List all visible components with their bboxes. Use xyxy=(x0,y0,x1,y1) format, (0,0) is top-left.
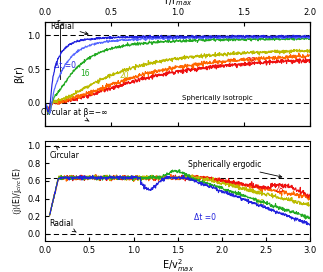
Text: Radial: Radial xyxy=(50,21,88,35)
Text: Spherically ergodic: Spherically ergodic xyxy=(188,160,282,178)
Text: 20: 20 xyxy=(255,199,265,208)
Text: Δt =0: Δt =0 xyxy=(54,61,76,70)
Text: Circular at β=−∞: Circular at β=−∞ xyxy=(41,108,108,121)
Text: Spherically isotropic: Spherically isotropic xyxy=(182,95,252,101)
Y-axis label: β(r): β(r) xyxy=(15,65,25,83)
X-axis label: r/r$_{max}$: r/r$_{max}$ xyxy=(163,0,192,8)
X-axis label: E/v$^2_{max}$: E/v$^2_{max}$ xyxy=(162,257,194,272)
Text: Δt =0: Δt =0 xyxy=(193,213,215,222)
Text: 28: 28 xyxy=(246,57,256,66)
Text: Circular: Circular xyxy=(50,146,79,160)
Text: 16: 16 xyxy=(80,69,90,78)
Text: Radial: Radial xyxy=(50,219,76,232)
Text: 28: 28 xyxy=(275,184,284,193)
Y-axis label: ⟨j⟩(E)/j$_{circ}$(E): ⟨j⟩(E)/j$_{circ}$(E) xyxy=(11,167,24,215)
Text: 20: 20 xyxy=(120,71,129,80)
Text: r$_a$: r$_a$ xyxy=(57,17,65,29)
